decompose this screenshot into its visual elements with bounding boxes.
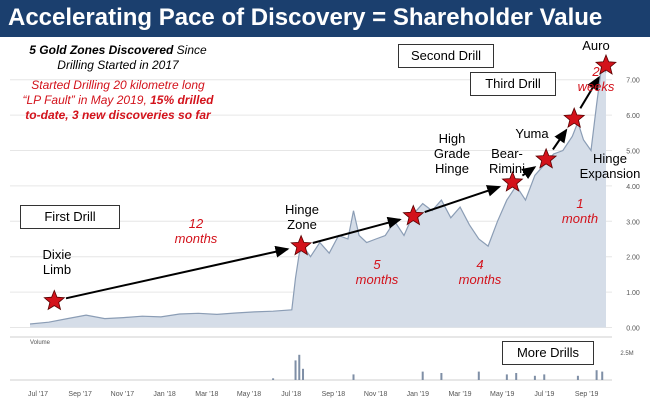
- x-tick-label: Mar '19: [448, 391, 471, 398]
- label-dixie-limb: Dixie Limb: [43, 247, 72, 277]
- x-tick-label: Jul '17: [28, 391, 48, 398]
- third-drill-box: Third Drill: [470, 72, 556, 96]
- label-auro: Auro: [582, 38, 609, 53]
- lp-fault-note: Started Drilling 20 kilometre long “LP F…: [4, 78, 232, 123]
- trend-arrow: [312, 216, 402, 244]
- label-hinge-zone: Hinge Zone: [285, 202, 319, 232]
- star-marker-hinge-zone: [290, 234, 313, 256]
- trend-arrow: [579, 75, 600, 109]
- y-tick-label: 5.00: [626, 149, 640, 156]
- x-tick-label: Mar '18: [195, 391, 218, 398]
- page-title: Accelerating Pace of Discovery = Shareho…: [8, 4, 603, 31]
- x-tick-label: Nov '17: [111, 391, 135, 398]
- star-marker-auro: [594, 53, 617, 75]
- volume-bar: [294, 360, 297, 380]
- volume-bar: [352, 374, 355, 380]
- discovery-note: 5 Gold Zones Discovered Since Drilling S…: [4, 43, 232, 123]
- x-tick-label: Jul '19: [534, 391, 554, 398]
- x-tick-label: Sep '18: [322, 391, 346, 398]
- y-tick-label: 4.00: [626, 184, 640, 191]
- volume-label: Volume: [30, 340, 51, 346]
- note-red3: to-date, 3 new discoveries so far: [25, 108, 211, 122]
- trend-arrow: [552, 128, 568, 151]
- volume-bar: [298, 354, 301, 380]
- volume-bar: [543, 374, 546, 380]
- y-tick-label: 3.00: [626, 219, 640, 226]
- interval-label: 1 month: [562, 196, 598, 226]
- volume-bar: [440, 373, 443, 380]
- y-tick-label: 7.00: [626, 78, 640, 85]
- note-line2: Drilling Started in 2017: [57, 58, 179, 72]
- volume-bar: [515, 373, 518, 380]
- y-tick-label: 1.00: [626, 290, 640, 297]
- volume-bar: [421, 371, 424, 380]
- label-high-grade-hinge: High Grade Hinge: [434, 131, 470, 176]
- more-drills-box: More Drills: [502, 341, 594, 365]
- volume-bar: [477, 371, 480, 380]
- volume-tick-label: 2.5M: [620, 351, 633, 357]
- note-red1: Started Drilling 20 kilometre long: [31, 78, 205, 92]
- interval-label: 5 months: [356, 257, 399, 287]
- title-banner: Accelerating Pace of Discovery = Shareho…: [0, 0, 650, 37]
- trend-arrow: [424, 185, 502, 214]
- star-marker-high-grade-hinge: [402, 204, 425, 226]
- label-bear-rimini: Bear-Rimini: [489, 146, 525, 176]
- x-tick-label: Jul '18: [281, 391, 301, 398]
- star-marker-hinge-expansion: [563, 107, 586, 128]
- x-tick-label: Nov '18: [364, 391, 388, 398]
- x-tick-label: May '18: [237, 391, 261, 398]
- y-tick-label: 6.00: [626, 113, 640, 120]
- volume-bar: [302, 368, 305, 380]
- volume-bar: [272, 378, 275, 380]
- star-marker-yuma: [535, 147, 558, 169]
- interval-label: 4 months: [459, 257, 502, 287]
- label-hinge-expansion: Hinge Expansion: [580, 151, 641, 181]
- note-red2b: 15% drilled: [150, 93, 214, 107]
- first-drill-box: First Drill: [20, 205, 120, 229]
- volume-bar: [576, 375, 579, 380]
- x-tick-label: Jan '19: [407, 391, 429, 398]
- volume-bar: [601, 371, 604, 380]
- note-red2a: “LP Fault” in May 2019,: [22, 93, 151, 107]
- trend-arrow: [65, 245, 290, 300]
- volume-bar: [533, 375, 536, 380]
- y-tick-label: 0.00: [626, 326, 640, 333]
- trend-arrow: [521, 166, 537, 180]
- second-drill-box: Second Drill: [398, 44, 494, 68]
- star-marker-dixie-limb: [43, 289, 66, 311]
- note-line1-rest: Since: [173, 43, 207, 57]
- interval-label: 12 months: [175, 216, 218, 246]
- x-tick-label: Sep '17: [68, 391, 92, 398]
- x-tick-label: Sep '19: [575, 391, 599, 398]
- note-line1-bold: 5 Gold Zones Discovered: [29, 43, 174, 57]
- y-tick-label: 2.00: [626, 255, 640, 262]
- volume-bar: [505, 374, 508, 380]
- x-tick-label: May '19: [490, 391, 514, 398]
- interval-label: 2 weeks: [578, 64, 615, 94]
- volume-bar: [595, 370, 598, 380]
- star-marker-bear-rimini: [501, 170, 524, 192]
- label-yuma: Yuma: [515, 126, 549, 141]
- x-tick-label: Jan '18: [153, 391, 175, 398]
- price-area: [30, 62, 606, 328]
